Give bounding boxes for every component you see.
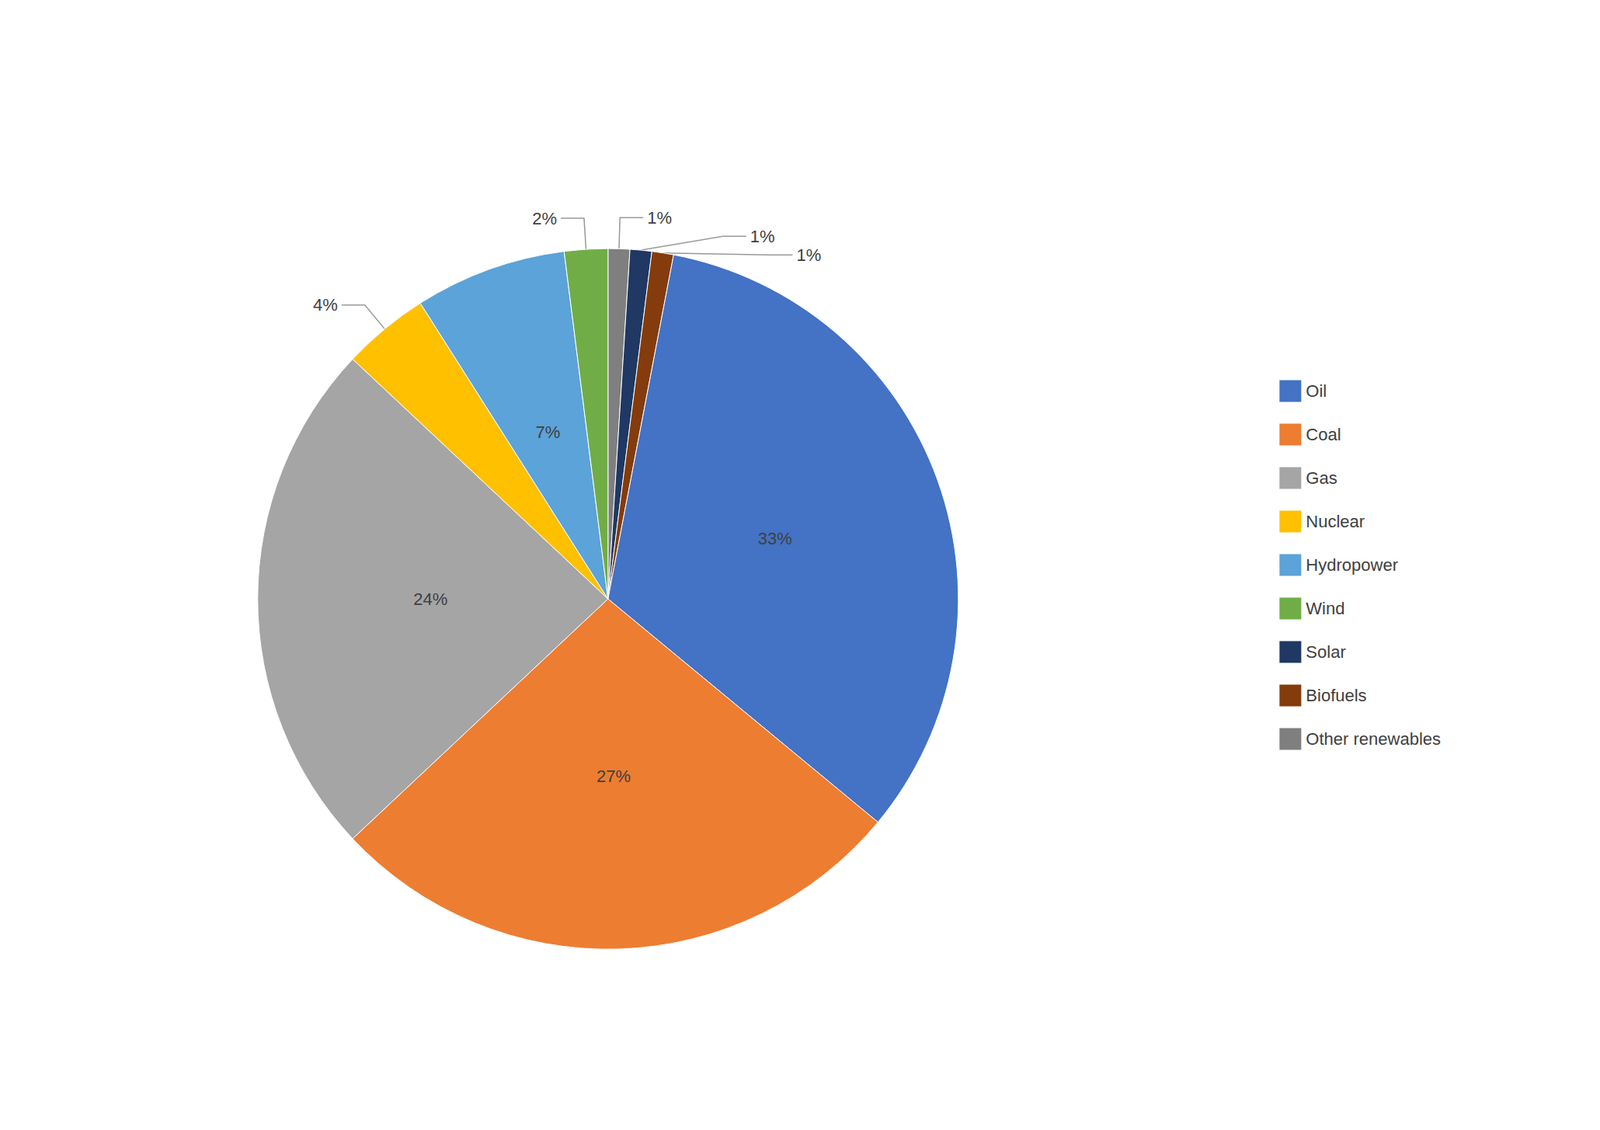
svg-text:Wind: Wind	[1305, 598, 1345, 619]
svg-text:Hydropower: Hydropower	[1305, 555, 1399, 575]
svg-text:1%: 1%	[646, 208, 672, 228]
svg-text:4%: 4%	[313, 295, 338, 315]
svg-text:27%: 27%	[596, 766, 631, 787]
svg-text:Coal: Coal	[1305, 424, 1341, 445]
svg-text:2%: 2%	[532, 208, 557, 229]
svg-text:7%: 7%	[535, 422, 560, 442]
svg-text:Gas: Gas	[1305, 468, 1337, 488]
svg-text:Nuclear: Nuclear	[1305, 511, 1365, 532]
svg-text:Solar: Solar	[1305, 642, 1346, 662]
svg-text:Oil: Oil	[1305, 381, 1327, 401]
svg-text:Other renewables: Other renewables	[1305, 729, 1441, 749]
svg-text:Biofuels: Biofuels	[1305, 685, 1367, 706]
svg-text:33%: 33%	[758, 528, 793, 549]
svg-text:24%: 24%	[413, 589, 448, 609]
svg-text:1%: 1%	[796, 245, 821, 265]
svg-text:1%: 1%	[750, 226, 776, 247]
